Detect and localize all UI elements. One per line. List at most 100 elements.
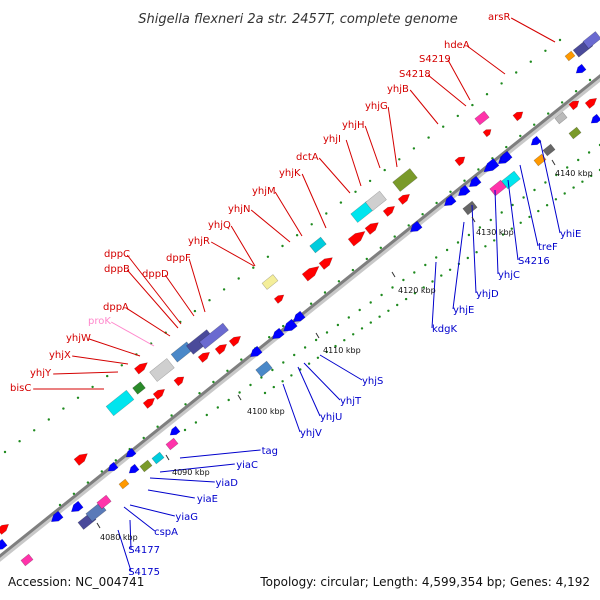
gc-dot bbox=[485, 93, 489, 96]
leader-line bbox=[303, 362, 341, 401]
forward-gene bbox=[73, 453, 88, 466]
reverse-gene bbox=[530, 135, 542, 146]
reverse-gene bbox=[271, 327, 285, 340]
gc-dot bbox=[354, 190, 357, 193]
reverse-gene bbox=[107, 461, 119, 472]
reverse-gene-block-shape bbox=[501, 170, 521, 190]
forward-gene-shape bbox=[318, 257, 333, 270]
reverse-gene-block-shape bbox=[151, 451, 165, 465]
gc-dot bbox=[445, 248, 449, 252]
forward-gene-block bbox=[554, 111, 568, 125]
leader-line bbox=[179, 449, 261, 459]
forward-gene-shape bbox=[197, 351, 211, 363]
forward-gene-shape bbox=[482, 129, 492, 138]
gc-dot bbox=[533, 188, 536, 192]
forward-gene-shape bbox=[568, 100, 580, 111]
gc-dot bbox=[471, 103, 474, 107]
reverse-gene-block-shape bbox=[255, 360, 273, 378]
forward-gene bbox=[273, 294, 285, 304]
gc-dot bbox=[290, 374, 293, 377]
gc-dot bbox=[212, 380, 215, 384]
gene-label-yhjG: yhjG bbox=[365, 101, 388, 112]
gc-dot bbox=[268, 336, 271, 339]
forward-gene-shape bbox=[0, 523, 10, 535]
tick-label: 4090 kbp bbox=[172, 468, 210, 477]
gc-dot bbox=[266, 255, 270, 258]
tick-label: 4110 kbp bbox=[323, 346, 361, 355]
reverse-gene-shape bbox=[468, 175, 482, 188]
gc-dot bbox=[404, 297, 408, 301]
gc-dot bbox=[545, 204, 549, 207]
gc-dot bbox=[281, 380, 284, 383]
gc-dot bbox=[183, 428, 187, 432]
gene-label-S4216: S4216 bbox=[518, 256, 550, 267]
gc-dot bbox=[86, 481, 90, 484]
leader-line bbox=[387, 106, 398, 168]
gc-dot bbox=[336, 323, 340, 327]
reverse-gene bbox=[128, 463, 140, 474]
gc-dot bbox=[500, 211, 503, 214]
gc-dot bbox=[467, 233, 471, 237]
gene-label-yhjR: yhjR bbox=[188, 236, 210, 247]
forward-gene-shape bbox=[152, 388, 166, 400]
gc-dot bbox=[588, 78, 592, 82]
tick-label: 4100 kbp bbox=[247, 407, 285, 416]
leader-line bbox=[164, 274, 195, 317]
leader-line bbox=[89, 338, 141, 357]
reverse-gene-block bbox=[139, 459, 153, 473]
gc-dot bbox=[347, 316, 350, 319]
gc-dot bbox=[475, 251, 478, 254]
reverse-gene-block bbox=[582, 31, 600, 49]
reverse-gene bbox=[70, 500, 84, 513]
gc-dot bbox=[325, 350, 328, 354]
leader-line bbox=[53, 371, 119, 375]
reverse-gene bbox=[468, 175, 482, 188]
forward-gene bbox=[0, 523, 10, 535]
forward-gene-shape bbox=[133, 362, 148, 375]
forward-gene bbox=[301, 266, 320, 282]
leader-line bbox=[471, 204, 477, 294]
leader-line bbox=[507, 179, 519, 261]
gene-label-arsR: arsR bbox=[488, 12, 510, 23]
leader-line bbox=[129, 504, 175, 517]
gene-label-yiaG: yiaG bbox=[175, 512, 198, 523]
gc-dot bbox=[380, 293, 383, 297]
gene-label-treF: treF bbox=[538, 242, 558, 253]
gc-dot bbox=[316, 356, 320, 359]
gc-dot bbox=[435, 201, 438, 205]
gc-dot bbox=[528, 215, 531, 219]
gc-dot bbox=[442, 125, 445, 128]
gc-dot bbox=[282, 361, 285, 364]
gc-dot bbox=[226, 369, 229, 372]
reverse-gene-shape bbox=[483, 158, 500, 173]
gene-label-yhjU: yhjU bbox=[320, 412, 342, 423]
leader-line bbox=[72, 355, 129, 365]
reverse-gene-block bbox=[501, 170, 521, 190]
reverse-gene-shape bbox=[0, 538, 8, 551]
gc-dot bbox=[515, 71, 518, 74]
forward-gene bbox=[318, 257, 333, 270]
gc-dot bbox=[398, 158, 401, 161]
leader-line bbox=[117, 529, 132, 572]
leader-line bbox=[147, 489, 195, 499]
leader-line bbox=[364, 125, 381, 169]
gene-label-yhjD: yhjD bbox=[476, 289, 499, 300]
gc-dot bbox=[184, 403, 187, 406]
forward-gene-shape bbox=[301, 266, 320, 282]
gc-dot bbox=[560, 101, 564, 104]
gc-dot bbox=[544, 181, 547, 184]
reverse-gene bbox=[169, 425, 181, 436]
gc-dot bbox=[412, 147, 416, 150]
tick-mark bbox=[315, 332, 320, 339]
gene-label-yhjI: yhjI bbox=[323, 134, 341, 145]
gene-label-yiaE: yiaE bbox=[197, 494, 218, 505]
forward-gene bbox=[364, 222, 379, 235]
reverse-gene-shape bbox=[409, 220, 423, 233]
reverse-gene-shape bbox=[499, 150, 513, 163]
gc-dot bbox=[343, 339, 346, 342]
reverse-gene-block bbox=[151, 451, 165, 465]
forward-gene-block-shape bbox=[474, 110, 490, 126]
reverse-gene-shape bbox=[50, 510, 64, 523]
gc-dot bbox=[456, 114, 459, 118]
